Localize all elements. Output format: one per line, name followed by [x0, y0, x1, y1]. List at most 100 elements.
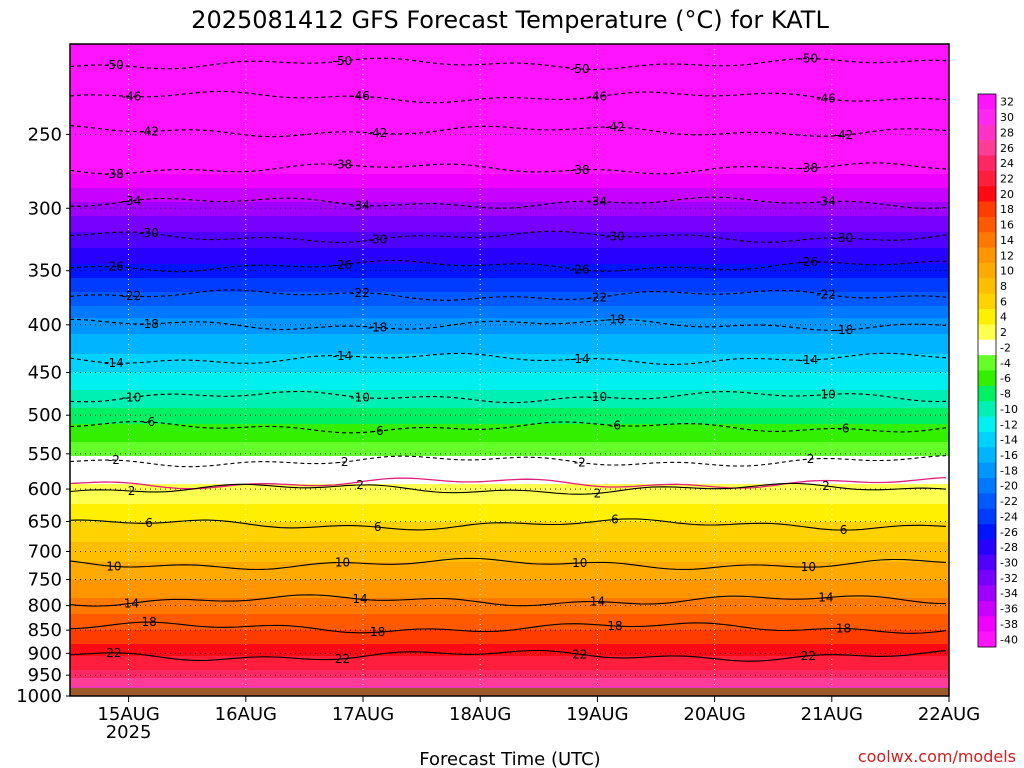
- colorbar-swatch: [978, 140, 996, 156]
- heatmap-band: [70, 334, 949, 337]
- heatmap-band: [70, 446, 949, 449]
- heatmap-band: [70, 598, 949, 601]
- heatmap-band: [70, 638, 949, 641]
- heatmap-band: [70, 484, 949, 487]
- heatmap-band: [70, 430, 949, 433]
- colorbar-label: -10: [1000, 403, 1018, 416]
- colorbar-swatch: [978, 478, 996, 494]
- contour-line: [70, 594, 947, 607]
- contour-label: -22: [350, 286, 370, 300]
- heatmap-band: [70, 502, 949, 505]
- heatmap-band: [70, 406, 949, 409]
- x-tick-label: 16AUG: [215, 704, 277, 725]
- y-tick-label: 950: [28, 665, 62, 686]
- heatmap-band: [70, 656, 949, 659]
- colorbar-swatch: [978, 370, 996, 387]
- heatmap-band: [70, 536, 949, 539]
- heatmap-band: [70, 556, 949, 559]
- contour-label: 2: [594, 486, 602, 500]
- heatmap-band: [70, 278, 949, 281]
- heatmap-band: [70, 528, 949, 531]
- heatmap-band: [70, 114, 949, 117]
- contour-line: [70, 649, 947, 662]
- colorbar-label: -16: [1000, 449, 1018, 462]
- heatmap-band: [70, 104, 949, 107]
- colorbar-label: 28: [1000, 126, 1014, 139]
- colorbar-label: -18: [1000, 464, 1018, 477]
- heatmap-band: [70, 62, 949, 65]
- heatmap-band: [70, 578, 949, 581]
- heatmap-band: [70, 518, 949, 521]
- heatmap-band: [70, 550, 949, 553]
- heatmap-band: [70, 162, 949, 165]
- heatmap-band: [70, 148, 949, 151]
- heatmap-band: [70, 232, 949, 235]
- contour-label: -14: [333, 349, 353, 363]
- colorbar-label: -22: [1000, 495, 1018, 508]
- heatmap-band: [70, 322, 949, 325]
- heatmap-band: [70, 576, 949, 579]
- heatmap-band: [70, 436, 949, 439]
- heatmap-band: [70, 234, 949, 237]
- heatmap-band: [70, 478, 949, 481]
- heatmap-band: [70, 220, 949, 223]
- contour-label: -10: [350, 390, 370, 404]
- x-tick-label: 15AUG: [97, 704, 159, 725]
- heatmap-band: [70, 64, 949, 67]
- colorbar-swatch: [978, 247, 996, 264]
- heatmap-band: [70, 486, 949, 489]
- heatmap-band: [70, 504, 949, 507]
- heatmap-band: [70, 646, 949, 649]
- contour-label: -22: [122, 289, 142, 303]
- heatmap-band: [70, 540, 949, 543]
- colorbar-label: 12: [1000, 249, 1014, 262]
- heatmap-band: [70, 84, 949, 87]
- contour-label: -50: [333, 54, 353, 68]
- contour-label: -18: [139, 317, 159, 331]
- heatmap-band: [70, 662, 949, 665]
- heatmap-band: [70, 460, 949, 463]
- heatmap-band: [70, 650, 949, 653]
- heatmap-band: [70, 226, 949, 229]
- colorbar-label: 10: [1000, 265, 1014, 278]
- heatmap-band: [70, 174, 949, 177]
- heatmap-band: [70, 294, 949, 297]
- contour-label: -14: [799, 353, 819, 367]
- colorbar-swatch: [978, 201, 996, 218]
- colorbar-label: -34: [1000, 587, 1018, 600]
- heatmap-band: [70, 526, 949, 529]
- heatmap-band: [70, 312, 949, 315]
- heatmap-band: [70, 348, 949, 351]
- contour-label: -46: [122, 90, 142, 104]
- contour-label: -30: [605, 229, 625, 243]
- contour-label: 14: [590, 595, 605, 609]
- heatmap-band: [70, 332, 949, 335]
- heatmap-band: [70, 396, 949, 399]
- contour-label: -50: [104, 58, 124, 72]
- heatmap-band: [70, 240, 949, 243]
- heatmap-band: [70, 472, 949, 475]
- heatmap-band: [70, 124, 949, 127]
- contour-label: 18: [607, 619, 622, 633]
- heatmap-band: [70, 78, 949, 81]
- heatmap-band: [70, 558, 949, 561]
- heatmap-band: [70, 196, 949, 199]
- heatmap-band: [70, 258, 949, 261]
- contour-label: -38: [799, 161, 819, 175]
- contour-label: 22: [572, 647, 587, 661]
- colorbar-label: -4: [1000, 357, 1011, 370]
- heatmap-band: [70, 122, 949, 125]
- colorbar-label: 32: [1000, 96, 1014, 109]
- plot-frame: [69, 43, 950, 697]
- heatmap-band: [70, 666, 949, 669]
- y-tick-label: 250: [28, 124, 62, 145]
- colorbar-swatch: [978, 124, 996, 141]
- heatmap-band: [70, 512, 949, 515]
- heatmap-band: [70, 218, 949, 221]
- heatmap-band: [70, 330, 949, 333]
- heatmap-band: [70, 378, 949, 381]
- heatmap-band: [70, 496, 949, 499]
- heatmap-band: [70, 216, 949, 219]
- heatmap-band: [70, 280, 949, 283]
- contour-label: -14: [104, 356, 124, 370]
